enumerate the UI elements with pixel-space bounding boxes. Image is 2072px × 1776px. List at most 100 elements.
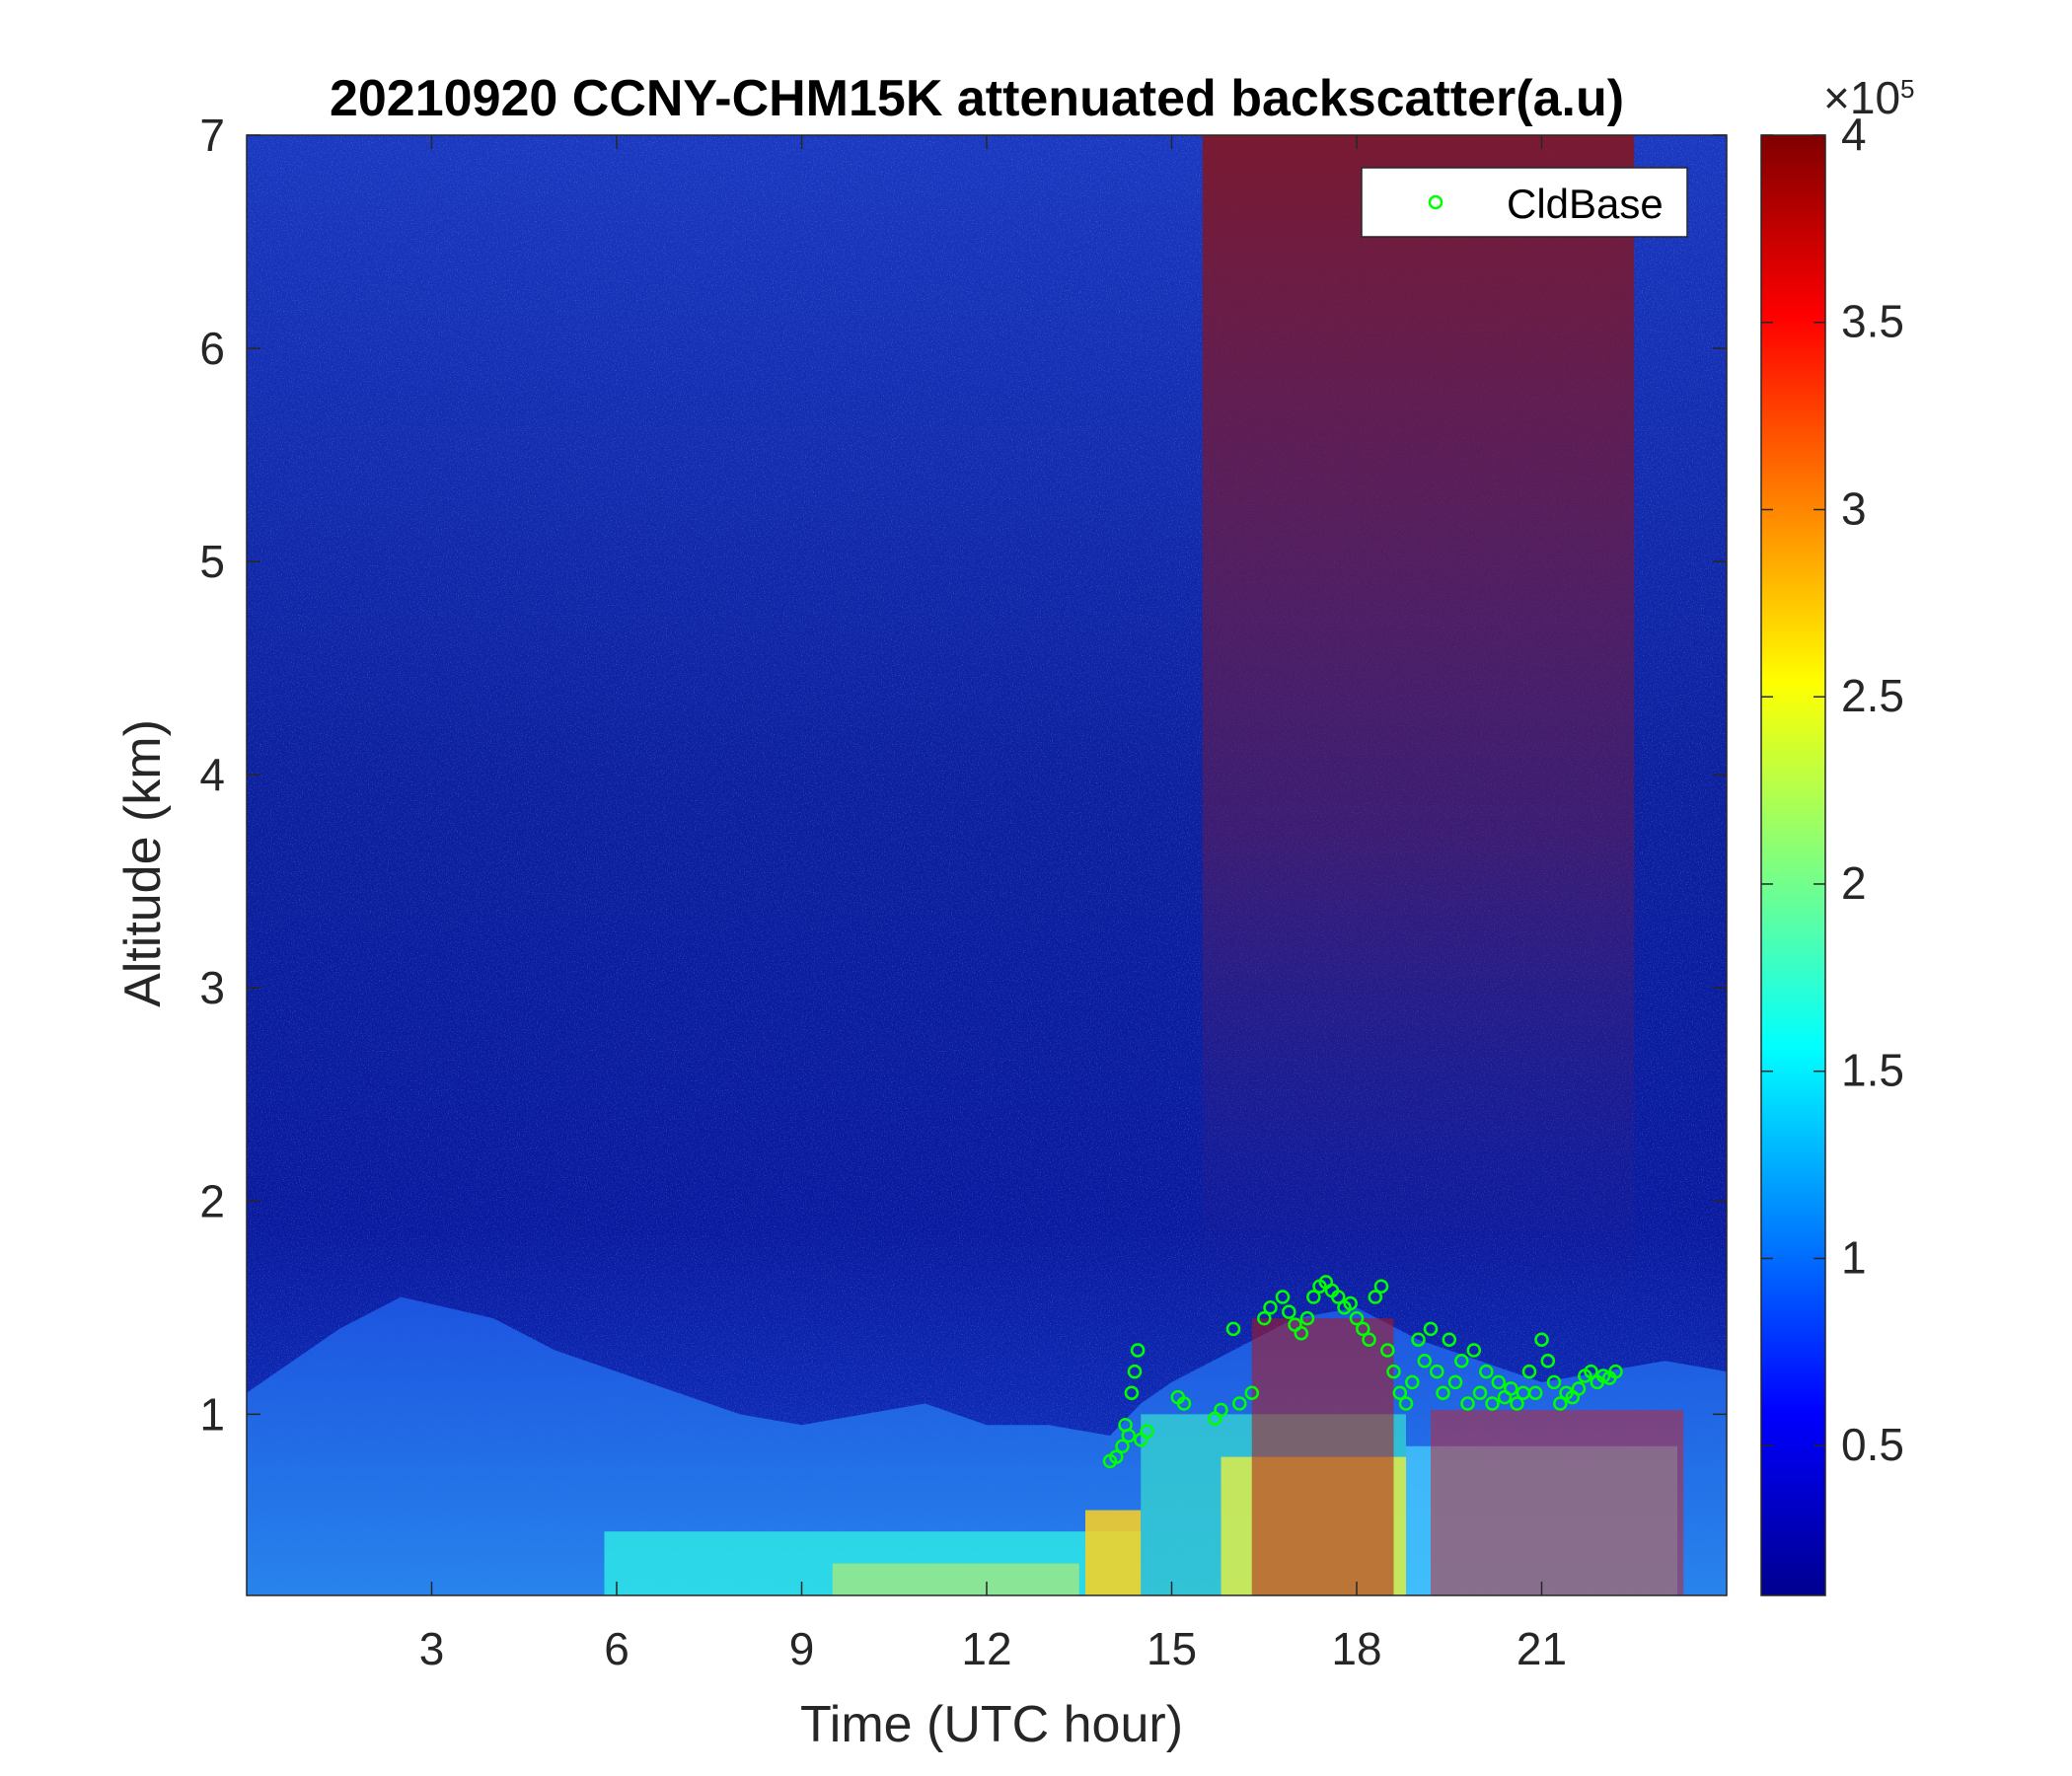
- cloud-base-points: [1102, 1275, 1623, 1469]
- cloud-base-point: [1485, 1396, 1500, 1411]
- cloud-base-point: [1491, 1374, 1507, 1390]
- y-axis: 1 2 3 4 5 6 7: [199, 110, 1727, 1440]
- colorbar: 0.5 1 1.5 2 2.5 3 3.5 4 ×105: [1760, 72, 1915, 1596]
- cloud-base-point: [1331, 1290, 1346, 1304]
- cloud-base-point: [1430, 1364, 1444, 1379]
- cloud-base-point: [1299, 1310, 1315, 1326]
- colorbar-tick-label: 4: [1841, 109, 1867, 160]
- cloud-base-point: [1115, 1439, 1130, 1454]
- cloud-base-point: [1362, 1332, 1376, 1347]
- cloud-base-point: [1527, 1385, 1543, 1400]
- cloud-base-point: [1466, 1343, 1482, 1358]
- x-tick-label: 15: [1147, 1623, 1197, 1674]
- cloud-base-point: [1380, 1343, 1395, 1358]
- cloud-base-point: [1214, 1402, 1228, 1418]
- cloud-base-point: [1553, 1396, 1568, 1411]
- cloud-base-point: [1521, 1364, 1537, 1379]
- cloud-base-point: [1225, 1321, 1241, 1337]
- cloud-base-point: [1479, 1364, 1494, 1379]
- colorbar-ticks: 0.5 1 1.5 2 2.5 3 3.5 4: [1761, 109, 1904, 1470]
- y-tick-label: 6: [199, 323, 225, 374]
- cloud-base-point: [1608, 1364, 1623, 1379]
- cloud-base-point: [1546, 1374, 1562, 1390]
- colorbar-tick-label: 0.5: [1841, 1419, 1904, 1470]
- cloud-base-point: [1510, 1396, 1524, 1411]
- cloud-base-point: [1343, 1295, 1358, 1311]
- cloud-base-point: [1417, 1354, 1433, 1369]
- cloud-base-point: [1275, 1290, 1291, 1304]
- high-backscatter-region: [1202, 135, 1635, 1308]
- cloud-base-point: [1373, 1279, 1389, 1294]
- cloud-base-point: [1447, 1374, 1463, 1390]
- y-tick-label: 4: [199, 749, 225, 800]
- y-tick-label: 5: [199, 536, 225, 587]
- cloud-base-point: [1595, 1369, 1611, 1383]
- x-axis: 3 6 9 12 15 18 21: [419, 135, 1567, 1674]
- aerosol-band-red-thin: [1431, 1410, 1684, 1595]
- cloud-base-point: [1423, 1321, 1439, 1337]
- cloud-base-point: [1454, 1354, 1469, 1369]
- cloud-base-point: [1392, 1385, 1408, 1400]
- aerosol-band-yellow: [1085, 1510, 1142, 1595]
- plot-area: [247, 135, 1727, 1595]
- cloud-base-point: [1124, 1385, 1140, 1400]
- colorbar-tick-label: 3: [1841, 482, 1867, 534]
- x-tick-label: 21: [1517, 1623, 1567, 1674]
- cloud-base-point: [1460, 1396, 1475, 1411]
- legend-box: [1361, 167, 1688, 238]
- colorbar-tick-label: 2: [1841, 857, 1867, 909]
- cloud-base-point: [1356, 1321, 1370, 1337]
- cloud-base-point: [1411, 1332, 1426, 1347]
- cloud-base-point: [1130, 1343, 1146, 1358]
- aerosol-layer-bands: [604, 1318, 1684, 1595]
- y-axis-label: Altitude (km): [114, 719, 172, 1007]
- colorbar-tick-label: 3.5: [1841, 296, 1904, 347]
- colorbar-tick-label: 1: [1841, 1231, 1867, 1283]
- cloud-base-point: [1176, 1396, 1192, 1411]
- cloud-base-point: [1584, 1364, 1598, 1379]
- x-tick-label: 3: [419, 1623, 445, 1674]
- cloud-base-point: [1571, 1381, 1587, 1396]
- x-axis-label: Time (UTC hour): [800, 1696, 1183, 1753]
- cloud-base-point: [1109, 1449, 1124, 1464]
- cloud-base-point: [1257, 1310, 1272, 1326]
- cloud-base-point: [1436, 1385, 1450, 1400]
- colorbar-tick-label: 2.5: [1841, 670, 1904, 721]
- x-tick-label: 18: [1331, 1623, 1381, 1674]
- cloud-base-point: [1306, 1290, 1321, 1304]
- y-tick-label: 1: [199, 1388, 225, 1440]
- cloud-base-point: [1386, 1364, 1401, 1379]
- cloud-base-point: [1127, 1364, 1143, 1379]
- cloud-base-point: [1263, 1300, 1278, 1315]
- colorbar-tick-label: 1.5: [1841, 1045, 1904, 1096]
- y-tick-label: 2: [199, 1175, 225, 1226]
- legend-entry-cldbase: CldBase: [1507, 181, 1664, 227]
- x-tick-label: 9: [789, 1623, 815, 1674]
- aerosol-band-red: [1251, 1318, 1394, 1595]
- cloud-base-point: [1398, 1396, 1414, 1411]
- cloud-base-point: [1140, 1424, 1154, 1439]
- cloud-base-point: [1534, 1332, 1549, 1347]
- cloud-base-point: [1540, 1354, 1556, 1369]
- cloud-base-point: [1368, 1290, 1383, 1304]
- colorbar-gradient: [1760, 134, 1826, 1596]
- cloud-base-point: [1294, 1325, 1309, 1341]
- cloud-base-point: [1244, 1385, 1260, 1400]
- cloud-base-point: [1121, 1428, 1137, 1443]
- cloud-base-point: [1282, 1304, 1296, 1319]
- legend: CldBase: [1361, 167, 1688, 238]
- cloud-base-point: [1405, 1374, 1420, 1390]
- cloud-base-point: [1504, 1381, 1518, 1396]
- cloud-base-point: [1472, 1385, 1488, 1400]
- cloud-base-point: [1442, 1332, 1457, 1347]
- chart-title: 20210920 CCNY-CHM15K attenuated backscat…: [330, 70, 1624, 127]
- cloud-base-point: [1232, 1396, 1247, 1411]
- cloud-base-point: [1349, 1310, 1365, 1326]
- legend-marker: [1428, 194, 1443, 210]
- x-tick-label: 12: [961, 1623, 1011, 1674]
- colorbar-exponent: ×105: [1823, 72, 1915, 123]
- y-tick-label: 7: [199, 110, 225, 161]
- y-tick-label: 3: [199, 962, 225, 1013]
- x-tick-label: 6: [604, 1623, 629, 1674]
